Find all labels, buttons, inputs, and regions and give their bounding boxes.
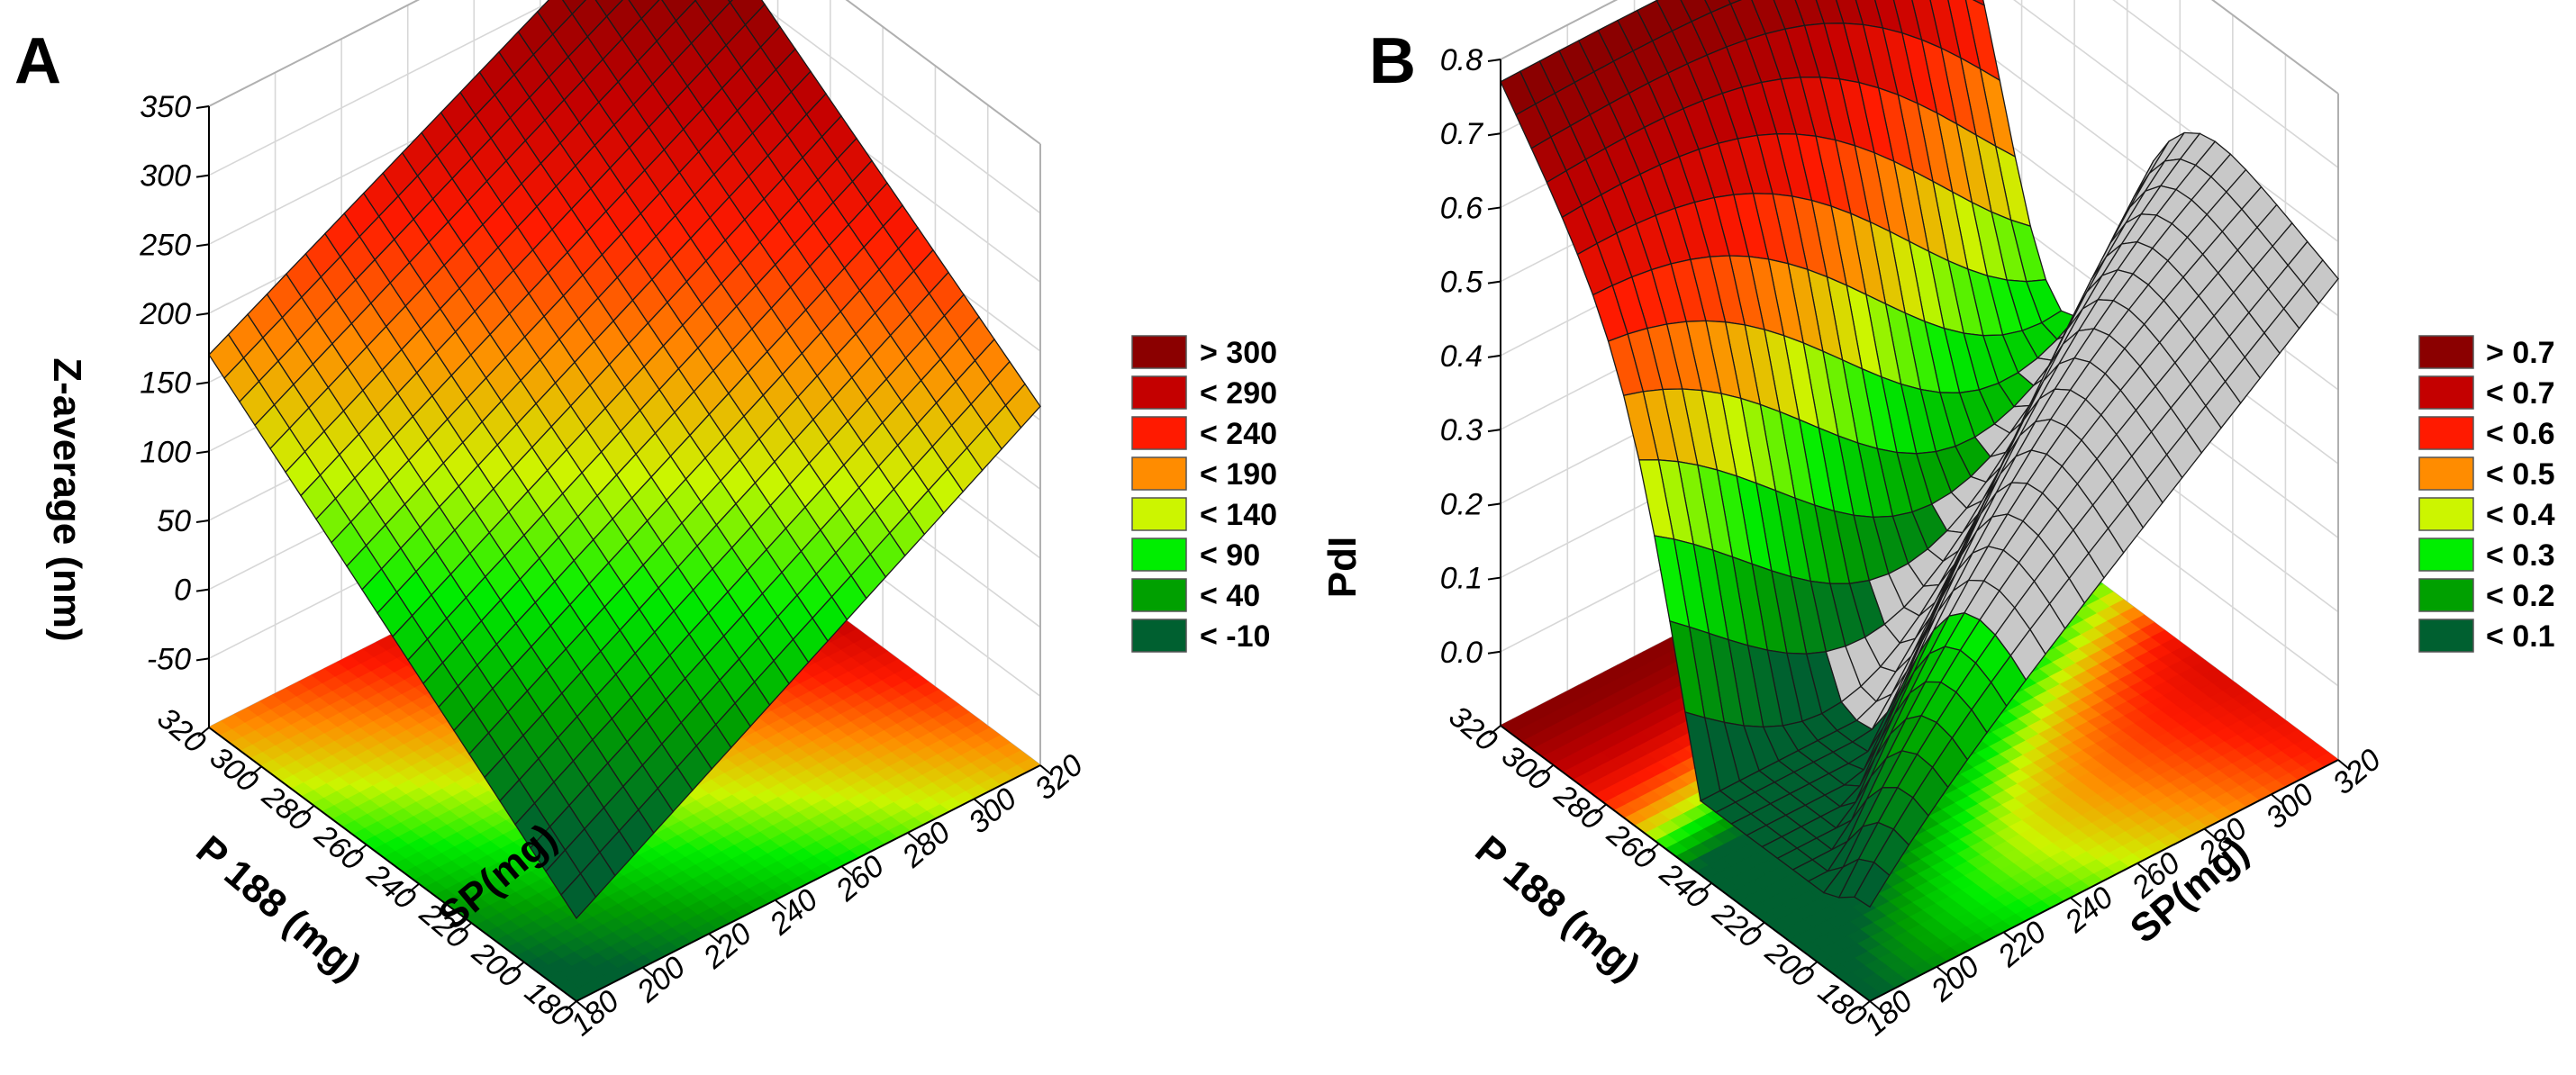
legend-a-swatch-7 (1131, 619, 1187, 653)
y-tick-label: 320 (150, 701, 212, 761)
z-tick-label: 0.5 (1440, 266, 1483, 300)
z-tick-label: 0 (174, 574, 191, 608)
z-tick-label: 350 (140, 90, 191, 124)
panel-b: B 0.00.10.20.30.40.50.60.70.818020022024… (1320, 0, 2555, 1043)
legend-b-swatch-6 (2418, 578, 2474, 612)
legend-a-swatch-4 (1131, 497, 1187, 531)
z-tick-label: 100 (140, 435, 191, 469)
panel-a-surface (208, 0, 1041, 920)
surface-cell (1854, 861, 1891, 908)
x-tick-label: 320 (1029, 747, 1090, 807)
legend-a-label-4: < 140 (1200, 498, 1277, 532)
panel-b-surface (1500, 0, 2339, 908)
legend-b-label-6: < 0.2 (2486, 579, 2555, 613)
legend-a-swatch-5 (1131, 538, 1187, 572)
legend-b-swatch-2 (2418, 416, 2474, 450)
z-tick-label: 200 (139, 297, 191, 331)
z-tick-label: 150 (140, 366, 191, 401)
z-tick-label: 300 (140, 159, 191, 194)
z-tick-label: 50 (157, 504, 191, 538)
z-tick-label: 0.6 (1440, 191, 1483, 225)
z-tick-label: 0.1 (1440, 562, 1483, 596)
y-tick-label: 320 (1442, 700, 1503, 759)
legend-b-label-7: < 0.1 (2486, 619, 2555, 654)
z-tick-label: 0.3 (1440, 413, 1483, 447)
z-tick-label: 250 (139, 228, 191, 262)
legend-b-label-0: > 0.7 (2486, 336, 2555, 370)
legend-b-label-1: < 0.7 (2486, 376, 2555, 411)
z-tick-label: 0.8 (1440, 43, 1483, 77)
legend-b-swatch-3 (2418, 456, 2474, 491)
legend-a-label-5: < 90 (1200, 538, 1260, 573)
legend-b-label-3: < 0.5 (2486, 457, 2555, 492)
legend-b-swatch-5 (2418, 538, 2474, 572)
panel-a-legend: > 300 < 290 < 240 < 190 < 140 < 90 < 40 … (1131, 335, 1277, 654)
panel-a-label: A (14, 25, 61, 97)
legend-b-label-4: < 0.4 (2486, 498, 2555, 532)
legend-a-label-0: > 300 (1200, 336, 1277, 370)
legend-a-label-2: < 240 (1200, 417, 1277, 451)
z-tick-label: 0.7 (1440, 117, 1483, 151)
legend-a-label-7: < -10 (1200, 619, 1270, 654)
x-tick-label: 320 (2327, 742, 2388, 801)
legend-a-swatch-3 (1131, 456, 1187, 491)
z-tick-label: 0.4 (1440, 339, 1483, 374)
legend-b-swatch-0 (2418, 335, 2474, 369)
z-tick-label: -50 (147, 642, 191, 676)
panel-a: A -5005010015020025030035018020022024026… (14, 0, 1277, 1043)
legend-a-label-1: < 290 (1200, 376, 1277, 411)
legend-b-label-2: < 0.6 (2486, 417, 2555, 451)
legend-a-swatch-1 (1131, 375, 1187, 410)
panel-b-z-axis-title: PdI (1320, 537, 1365, 598)
legend-b-swatch-1 (2418, 375, 2474, 410)
panel-b-legend: > 0.7 < 0.7 < 0.6 < 0.5 < 0.4 < 0.3 < 0.… (2418, 335, 2555, 654)
panel-b-label: B (1369, 25, 1416, 97)
legend-a-swatch-2 (1131, 416, 1187, 450)
legend-a-label-6: < 40 (1200, 579, 1260, 613)
legend-a-label-3: < 190 (1200, 457, 1277, 492)
legend-b-swatch-4 (2418, 497, 2474, 531)
panel-a-z-axis-title: Z-average (nm) (45, 357, 89, 641)
legend-a-swatch-6 (1131, 578, 1187, 612)
legend-b-label-5: < 0.3 (2486, 538, 2555, 573)
surface-cell (560, 872, 597, 920)
z-tick-label: 0.0 (1440, 636, 1483, 670)
z-tick-label: 0.2 (1440, 487, 1483, 521)
legend-a-swatch-0 (1131, 335, 1187, 369)
legend-b-swatch-7 (2418, 619, 2474, 653)
